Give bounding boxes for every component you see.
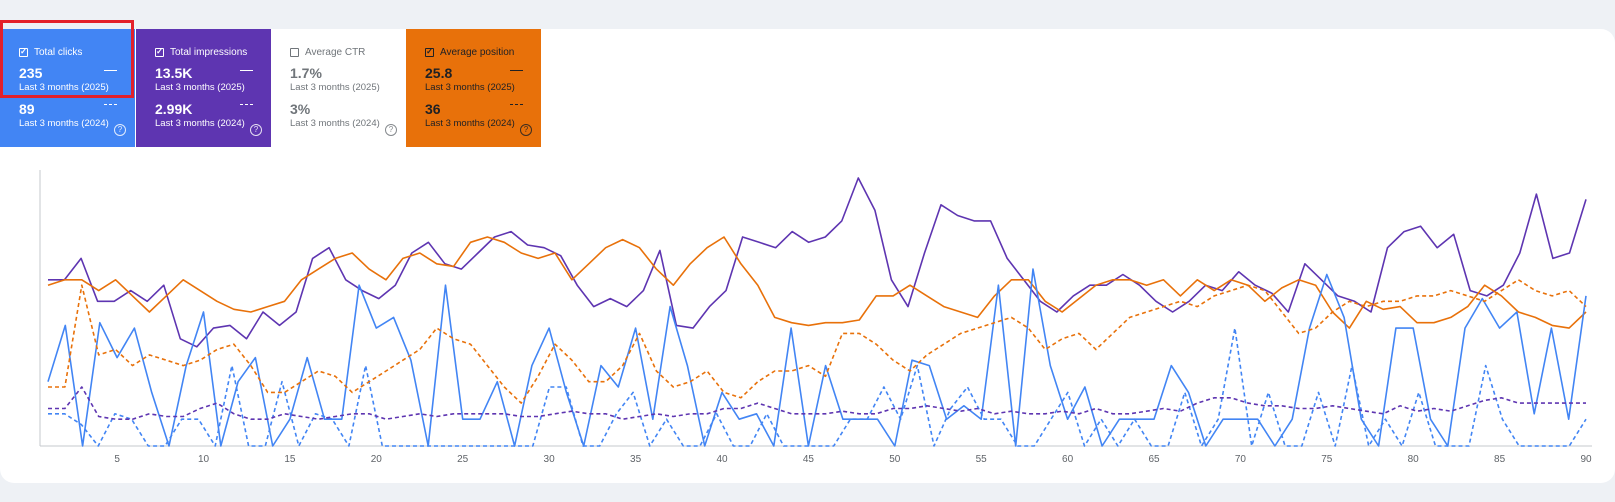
x-tick-label: 20 xyxy=(371,454,383,465)
help-icon[interactable]: ? xyxy=(520,124,532,136)
x-tick-label: 70 xyxy=(1235,454,1247,465)
dashed-line-legend-icon xyxy=(510,104,523,105)
metric-label: Average position xyxy=(440,46,515,58)
solid-line-legend-icon xyxy=(240,70,253,71)
metric-tile-total-clicks[interactable]: ✓ Total clicks 235 Last 3 months (2025) … xyxy=(0,29,135,147)
metric-previous-value: 3% xyxy=(290,101,311,117)
x-tick-label: 75 xyxy=(1321,454,1333,465)
series-line-6 xyxy=(48,278,1587,404)
x-tick-label: 45 xyxy=(803,454,815,465)
metric-previous-value: 2.99K xyxy=(155,101,193,117)
metric-header: ✓ Average position xyxy=(425,45,541,59)
series-line-5 xyxy=(48,386,1586,421)
solid-line-legend-icon xyxy=(104,70,117,71)
x-tick-label: 90 xyxy=(1580,454,1592,465)
x-tick-label: 15 xyxy=(284,454,296,465)
metric-current-value: 25.8 xyxy=(425,65,453,81)
checkbox-checked-icon[interactable]: ✓ xyxy=(425,47,434,57)
metric-current-value: 13.5K xyxy=(155,65,193,81)
solid-line-legend-icon xyxy=(510,70,523,71)
series-line-0 xyxy=(48,177,1587,348)
x-tick-label: 5 xyxy=(114,454,120,465)
metric-previous-period: Last 3 months (2024) xyxy=(155,118,245,129)
x-tick-label: 40 xyxy=(716,454,728,465)
metric-current-period: Last 3 months (2025) xyxy=(290,82,380,93)
metric-current-period: Last 3 months (2025) xyxy=(155,82,245,93)
x-tick-label: 85 xyxy=(1494,454,1506,465)
x-tick-label: 25 xyxy=(457,454,469,465)
metric-tile-average-position[interactable]: ✓ Average position 25.8 Last 3 months (2… xyxy=(406,29,541,147)
x-tick-label: 60 xyxy=(1062,454,1074,465)
metric-label: Total impressions xyxy=(170,46,248,58)
metric-previous-period: Last 3 months (2024) xyxy=(19,118,109,129)
x-tick-label: 30 xyxy=(544,454,556,465)
help-icon[interactable]: ? xyxy=(114,124,126,136)
dashed-line-legend-icon xyxy=(104,104,117,105)
metric-previous-period: Last 3 months (2024) xyxy=(425,118,515,129)
dashed-line-legend-icon xyxy=(240,104,253,105)
metric-header: ✓ Total impressions xyxy=(155,45,271,59)
metric-current-period: Last 3 months (2025) xyxy=(19,82,109,93)
x-tick-label: 80 xyxy=(1408,454,1420,465)
x-tick-label: 50 xyxy=(889,454,901,465)
metric-tile-total-impressions[interactable]: ✓ Total impressions 13.5K Last 3 months … xyxy=(136,29,271,147)
checkbox-unchecked-icon[interactable] xyxy=(290,47,299,57)
x-tick-label: 55 xyxy=(976,454,988,465)
metric-header: ✓ Total clicks xyxy=(19,45,135,59)
series-line-1 xyxy=(47,236,1587,329)
metric-current-value: 1.7% xyxy=(290,65,322,81)
metric-tile-average-ctr[interactable]: Average CTR 1.7% Last 3 months (2025) 3%… xyxy=(271,29,406,147)
x-tick-label: 65 xyxy=(1148,454,1160,465)
metric-previous-value: 89 xyxy=(19,101,35,117)
x-tick-label: 35 xyxy=(630,454,642,465)
help-icon[interactable]: ? xyxy=(250,124,262,136)
checkbox-checked-icon[interactable]: ✓ xyxy=(19,47,28,57)
series-line-3 xyxy=(48,327,1587,447)
metric-current-value: 235 xyxy=(19,65,43,81)
series-line-2 xyxy=(47,268,1587,447)
metric-label: Total clicks xyxy=(34,46,83,58)
metric-current-period: Last 3 months (2025) xyxy=(425,82,515,93)
metric-header: Average CTR xyxy=(290,45,406,59)
help-icon[interactable]: ? xyxy=(385,124,397,136)
metric-label: Average CTR xyxy=(305,46,366,58)
metric-previous-period: Last 3 months (2024) xyxy=(290,118,380,129)
checkbox-checked-icon[interactable]: ✓ xyxy=(155,47,164,57)
x-tick-label: 10 xyxy=(198,454,210,465)
metric-previous-value: 36 xyxy=(425,101,441,117)
